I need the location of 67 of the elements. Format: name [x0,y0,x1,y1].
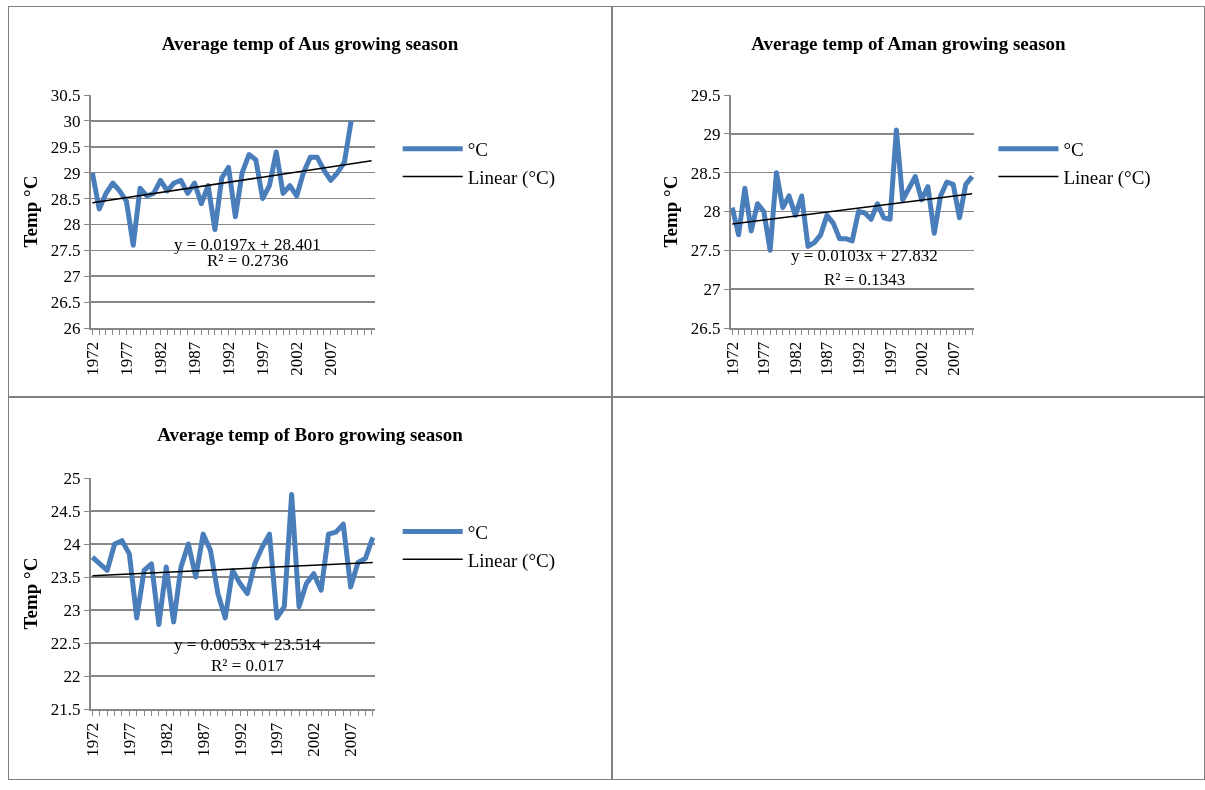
x-tick-label: 1992 [219,341,239,376]
chart-title: Average temp of Aman growing season [751,33,1067,55]
x-tick-label: 2002 [304,722,324,757]
chart-title: Average temp of Aus growing season [161,33,459,55]
y-tick-label: 26.5 [690,318,721,338]
legend-label: °C [467,139,488,161]
x-tick-label: 1997 [267,722,287,757]
x-tick-label: 1982 [156,722,176,757]
x-tick-label: 1987 [185,341,205,376]
y-tick-label: 25 [63,468,81,488]
x-tick-label: 1977 [119,722,139,757]
legend-label: °C [1063,139,1084,161]
y-tick-label: 30.5 [50,85,81,105]
annotation: R² = 0.2736 [207,251,289,270]
y-tick-label: 22.5 [50,633,81,653]
y-axis-title: Temp °C [20,175,42,248]
y-tick-label: 28.5 [50,189,81,209]
y-tick-label: 27 [703,280,722,300]
x-tick-label: 1972 [83,722,103,757]
y-tick-label: 22 [63,666,81,686]
annotation: y = 0.0053x + 23.514 [174,635,322,654]
y-tick-label: 26.5 [50,293,81,313]
annotation: y = 0.0197x + 28.401 [174,235,321,254]
legend-label: °C [467,521,488,543]
legend-label: Linear (°C) [1063,166,1151,189]
x-tick-label: 2007 [321,341,341,376]
x-tick-label: 1972 [82,341,102,376]
y-tick-label: 28.5 [690,163,721,183]
y-tick-label: 27 [63,267,82,287]
y-tick-label: 29.5 [50,137,81,157]
y-tick-label: 29 [63,163,81,183]
x-tick-label: 1982 [150,341,170,376]
y-axis-title: Temp °C [660,175,682,248]
y-tick-label: 28 [703,202,721,222]
x-tick-label: 2002 [287,341,307,376]
annotation: y = 0.0103x + 27.832 [791,246,938,265]
y-tick-label: 27.5 [690,241,721,261]
x-tick-label: 1982 [785,341,805,376]
y-tick-label: 23 [63,600,81,620]
y-tick-label: 29 [703,124,721,144]
x-tick-label: 1972 [722,341,742,376]
y-tick-label: 24 [63,534,82,554]
y-tick-label: 28 [63,215,81,235]
annotation: R² = 0.1343 [824,270,906,289]
x-tick-label: 2002 [912,341,932,376]
y-tick-label: 26 [63,318,81,338]
x-tick-label: 1997 [880,341,900,376]
chart-title: Average temp of Boro growing season [157,424,464,446]
x-tick-label: 1987 [193,722,213,757]
annotation: R² = 0.017 [211,656,285,675]
y-tick-label: 29.5 [690,85,721,105]
y-axis-title: Temp °C [20,557,42,630]
x-tick-label: 1997 [253,341,273,376]
legend-label: Linear (°C) [467,166,555,189]
y-tick-label: 27.5 [50,241,81,261]
y-tick-label: 24.5 [50,501,81,521]
legend-label: Linear (°C) [467,549,555,572]
x-tick-label: 2007 [943,341,963,376]
x-tick-label: 1992 [849,341,869,376]
x-tick-label: 1987 [817,341,837,376]
x-tick-label: 1977 [754,341,774,376]
x-tick-label: 1992 [230,722,250,757]
y-tick-label: 30 [63,111,81,131]
y-tick-label: 23.5 [50,567,81,587]
y-tick-label: 21.5 [50,699,81,719]
x-tick-label: 1977 [116,341,136,376]
x-tick-label: 2007 [341,722,361,757]
